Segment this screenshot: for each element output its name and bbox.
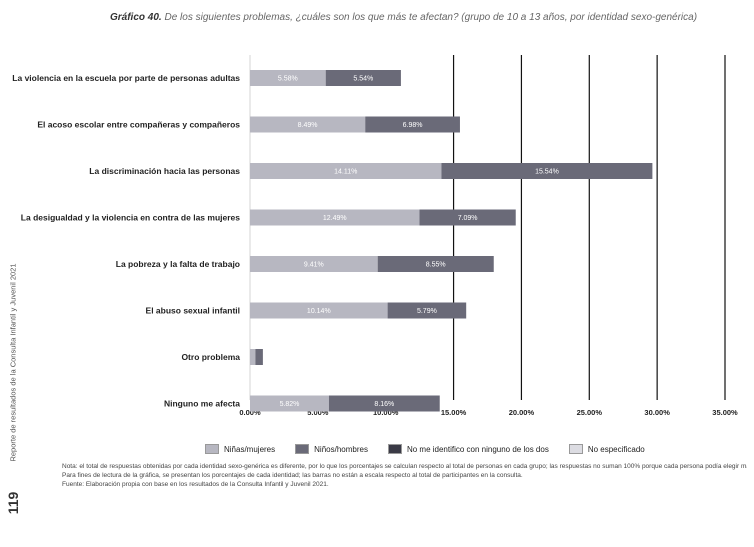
bar-segment xyxy=(250,70,326,86)
x-tick-label: 30.00% xyxy=(644,408,670,417)
legend-swatch-no-especificado xyxy=(568,444,583,454)
bar-segment xyxy=(419,209,516,226)
data-label: 9.41% xyxy=(304,262,324,269)
legend-item-ninas: Niñas/mujeres xyxy=(205,444,275,454)
legend-label-ninos: Niños/hombres xyxy=(314,444,368,454)
x-tick-label: 15.00% xyxy=(441,408,467,417)
data-label: 8.49% xyxy=(298,122,318,129)
bar-segment xyxy=(250,302,388,319)
legend-item-ninguno: No me identifico con ninguno de los dos xyxy=(387,444,549,454)
data-label: 10.14% xyxy=(307,308,331,315)
legend-item-ninos: Niños/hombres xyxy=(295,444,368,454)
bar-segment xyxy=(365,116,460,133)
data-label: 7.09% xyxy=(458,215,478,222)
category-label: El acoso escolar entre compañeras y comp… xyxy=(37,120,240,130)
bar-segment xyxy=(255,349,263,365)
bar-segment xyxy=(250,349,256,365)
x-tick-label: 0.00% xyxy=(239,408,261,417)
data-label: 5.82% xyxy=(280,401,300,408)
category-label: La pobreza y la falta de trabajo xyxy=(116,259,240,269)
bar-segment xyxy=(377,256,494,272)
bar-segment xyxy=(441,163,653,179)
x-tick-label: 10.00% xyxy=(373,408,399,417)
data-label: 6.98% xyxy=(403,122,423,129)
bar-segment xyxy=(250,116,366,133)
page-number: 119 xyxy=(5,491,21,515)
category-label: Ninguno me afecta xyxy=(164,399,240,409)
category-label: La violencia en la escuela por parte de … xyxy=(12,73,240,83)
chart-notes: Nota: el total de respuestas obtenidas p… xyxy=(62,462,747,489)
bar-segment xyxy=(250,256,378,272)
legend-swatch-ninos xyxy=(295,444,310,454)
data-label: 5.54% xyxy=(353,76,373,83)
x-tick-label: 5.00% xyxy=(307,408,329,417)
x-tick-label: 35.00% xyxy=(712,408,738,417)
chart-legend: Niñas/mujeres Niños/hombres No me identi… xyxy=(205,444,645,454)
report-side-title: Reporte de resultados de la Consulta Inf… xyxy=(8,263,18,462)
data-label: 5.58% xyxy=(278,76,298,83)
note-line: Para fines de lectura de la gráfica, se … xyxy=(62,472,523,479)
data-label: 8.55% xyxy=(426,262,446,269)
x-tick-label: 25.00% xyxy=(577,408,603,417)
legend-item-no-especificado: No especificado xyxy=(568,444,645,454)
legend-swatch-ninguno xyxy=(387,444,402,454)
bar-segment xyxy=(250,209,420,226)
bar-chart: 0.00% 5.00% 10.00% 15.00% 20.00% 25.00% 30.00%… xyxy=(12,55,738,417)
note-line: Nota: el total de respuestas obtenidas p… xyxy=(62,463,747,470)
note-line: Fuente: Elaboración propia con base en l… xyxy=(62,481,329,488)
category-label: La desigualdad y la violencia en contra … xyxy=(21,213,240,223)
legend-swatch-ninas xyxy=(205,444,219,454)
bar-segment xyxy=(387,302,467,319)
x-tick-label: 20.00% xyxy=(509,408,535,417)
data-label: 5.79% xyxy=(417,308,437,315)
data-label: 15.54% xyxy=(535,169,559,176)
legend-label-no-especificado: No especificado xyxy=(587,444,645,454)
bar-segment xyxy=(250,395,329,412)
bar-segment xyxy=(325,70,401,86)
bar-segment xyxy=(250,163,442,179)
category-label: La discriminación hacia las personas xyxy=(89,166,240,176)
bar-segment xyxy=(328,395,440,412)
category-label: El abuso sexual infantil xyxy=(146,306,240,316)
legend-label-ninguno: No me identifico con ninguno de los dos xyxy=(406,444,549,454)
data-label: 12.49% xyxy=(323,215,347,222)
chart-title-prefix: Gráfico 40. xyxy=(110,12,162,23)
chart-title-text: De los siguientes problemas, ¿cuáles son… xyxy=(164,12,698,23)
data-label: 8.16% xyxy=(374,401,394,408)
data-label: 14.11% xyxy=(334,169,357,176)
legend-label-ninas: Niñas/mujeres xyxy=(224,444,276,454)
category-label: Otro problema xyxy=(181,352,240,362)
chart-title: Gráfico 40. De los siguientes problemas,… xyxy=(110,12,730,23)
